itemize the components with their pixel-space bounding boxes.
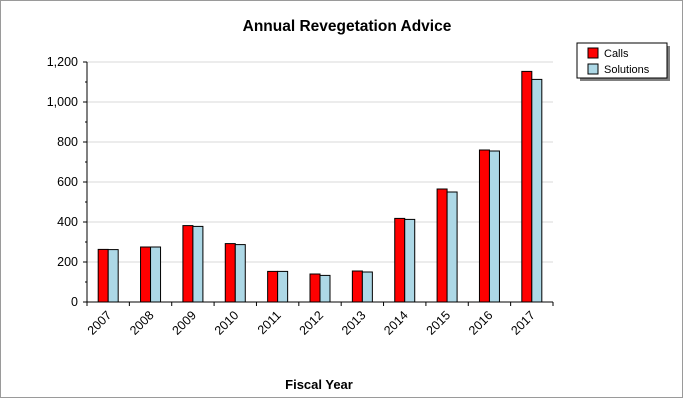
legend-label-calls: Calls — [604, 48, 629, 60]
bars — [97, 70, 543, 303]
bar-calls — [140, 246, 152, 303]
y-tick-label: 800 — [57, 135, 78, 149]
bar-solutions — [361, 271, 373, 303]
y-tick-label: 0 — [71, 295, 78, 309]
bar-solutions — [192, 225, 204, 303]
y-tick-label: 1,200 — [47, 55, 78, 69]
bar-solutions — [531, 78, 543, 303]
bar-solutions — [446, 191, 458, 303]
bar-solutions — [404, 218, 416, 303]
x-tick-label: 2009 — [169, 308, 199, 338]
x-tick-label: 2011 — [255, 308, 284, 337]
bar-solutions — [107, 249, 119, 303]
y-axis-ticks: 0 200 400 600 800 1,000 1,200 — [47, 55, 87, 309]
bar-calls — [394, 217, 406, 303]
bar-calls — [309, 273, 321, 303]
bar-calls — [521, 70, 533, 303]
x-axis-title: Fiscal Year — [285, 377, 353, 392]
x-tick-label: 2014 — [381, 308, 411, 338]
legend: Calls Solutions — [576, 42, 670, 81]
bar-calls — [351, 270, 363, 303]
x-tick-label: 2015 — [424, 308, 454, 338]
bar-calls — [436, 188, 448, 303]
x-tick-label: 2010 — [212, 308, 242, 338]
bar-solutions — [150, 246, 162, 303]
x-tick-label: 2013 — [339, 308, 369, 338]
bar-calls — [97, 248, 109, 303]
chart-title: Annual Revegetation Advice — [243, 18, 452, 35]
y-tick-label: 1,000 — [47, 95, 78, 109]
y-tick-label: 200 — [57, 255, 78, 269]
legend-label-solutions: Solutions — [604, 64, 650, 76]
y-tick-label: 600 — [57, 175, 78, 189]
x-tick-label: 2017 — [508, 308, 538, 338]
axes — [86, 62, 553, 303]
x-tick-label: 2016 — [466, 308, 496, 338]
legend-swatch-calls — [587, 47, 599, 59]
bar-calls — [224, 243, 236, 303]
bar-solutions — [488, 150, 500, 303]
x-axis-ticks: 2007 2008 2009 2010 2011 2012 2013 2014 2015 2016… — [85, 302, 554, 338]
x-tick-label: 2007 — [85, 308, 115, 338]
x-tick-label: 2012 — [297, 308, 327, 338]
bar-calls — [478, 149, 490, 303]
x-tick-label: 2008 — [127, 308, 157, 338]
bar-solutions — [234, 244, 246, 303]
bar-solutions — [319, 274, 331, 303]
bar-solutions — [277, 270, 289, 303]
legend-swatch-solutions — [587, 63, 599, 75]
y-tick-label: 400 — [57, 215, 78, 229]
gridlines — [87, 61, 553, 263]
bar-calls — [182, 225, 194, 303]
bar-calls — [267, 270, 279, 303]
